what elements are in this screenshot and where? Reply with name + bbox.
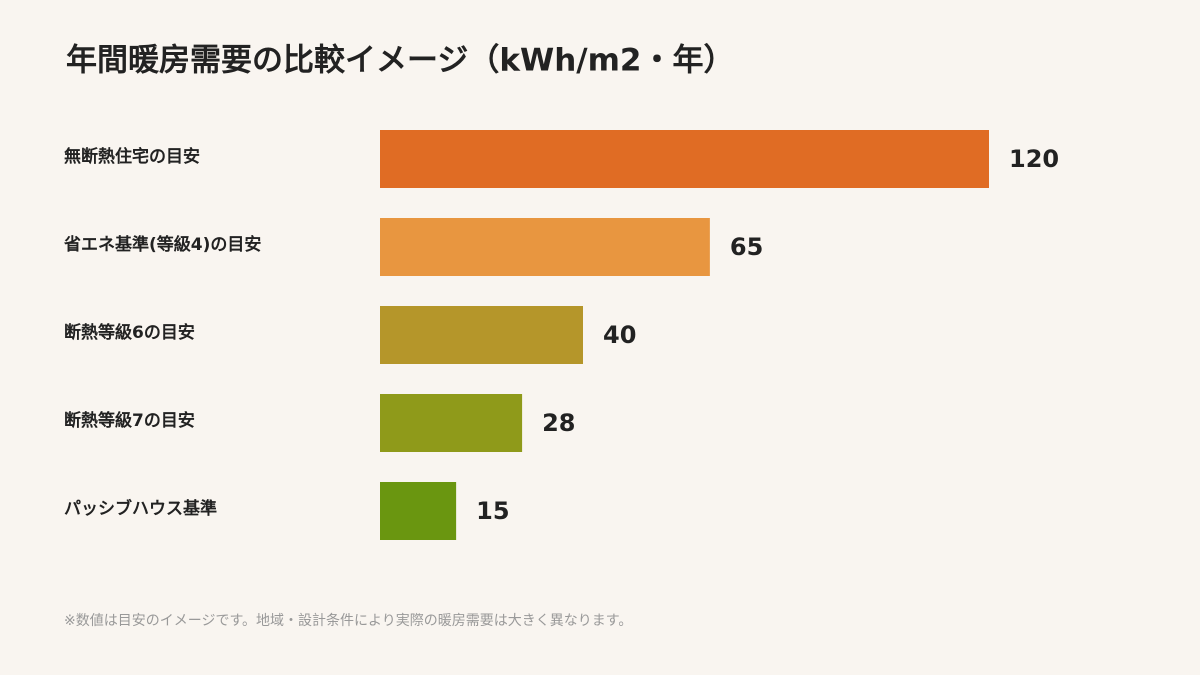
category-label: 断熱等級6の目安 <box>64 322 195 343</box>
category-label: パッシブハウス基準 <box>64 498 217 519</box>
bar <box>380 394 523 452</box>
value-label: 15 <box>476 497 509 525</box>
bar <box>380 130 989 188</box>
value-label: 28 <box>542 409 575 437</box>
category-label: 断熱等級7の目安 <box>64 410 195 431</box>
chart-title: 年間暖房需要の比較イメージ（kWh/m2・年） <box>66 43 734 79</box>
category-label: 無断熱住宅の目安 <box>64 146 200 167</box>
category-label: 省エネ基準(等級4)の目安 <box>63 234 261 255</box>
value-label: 120 <box>1009 145 1059 173</box>
value-label: 40 <box>603 321 636 349</box>
footnote: ※数値は目安のイメージです。地域・設計条件により実際の暖房需要は大きく異なります… <box>64 612 632 629</box>
bar <box>380 306 583 364</box>
bar <box>380 218 710 276</box>
bar <box>380 482 457 540</box>
value-label: 65 <box>730 233 763 261</box>
